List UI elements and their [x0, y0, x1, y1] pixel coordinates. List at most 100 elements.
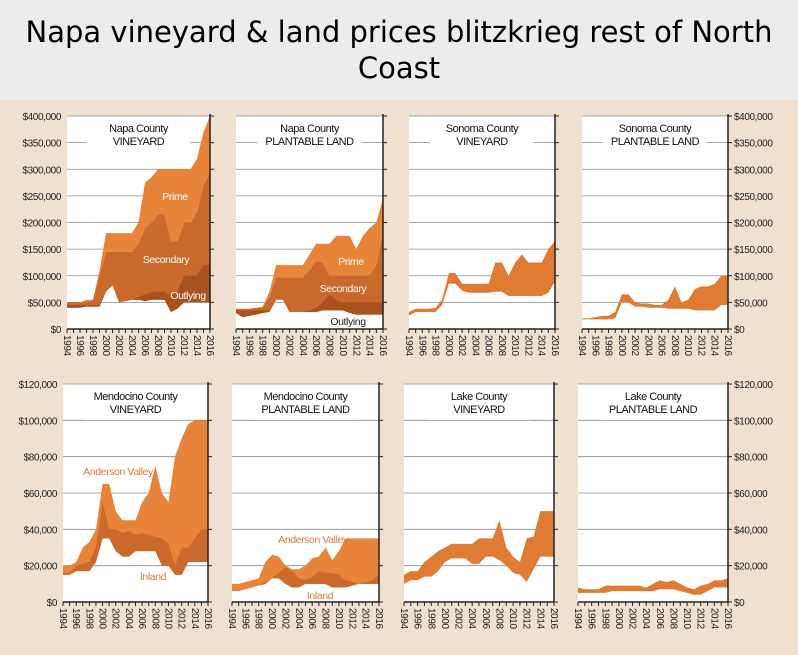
- x-tick-label: 2010: [162, 608, 173, 629]
- panel-title-line: PLANTABLE LAND: [261, 404, 350, 416]
- x-tick-label: 2002: [627, 608, 638, 629]
- x-tick-label: 2014: [191, 335, 202, 356]
- panel-title-line: Napa County: [280, 123, 340, 135]
- panel-title-line: Mendocino County: [264, 391, 349, 403]
- band-range: [404, 511, 554, 584]
- y-tick-label-left: $400,000: [22, 112, 61, 123]
- x-tick-label: 1996: [586, 608, 597, 629]
- panel-title-line: VINEYARD: [456, 136, 508, 148]
- x-tick-label: 2008: [320, 608, 331, 629]
- x-tick-label: 2012: [176, 608, 187, 629]
- x-tick-label: 1996: [239, 608, 250, 629]
- x-tick-label: 1994: [61, 335, 72, 356]
- x-tick-label: 2008: [669, 335, 680, 356]
- chart-title: Napa vineyard & land prices blitzkrieg r…: [25, 15, 773, 85]
- band-prime: [67, 116, 210, 303]
- x-tick-label: 1998: [253, 608, 264, 629]
- x-tick-label: 2006: [656, 335, 667, 356]
- y-tick-label-right: $400,000: [734, 112, 773, 123]
- panel-title-line: Sonoma County: [619, 123, 692, 135]
- x-tick-label: 2002: [453, 608, 464, 629]
- panel-title-line: PLANTABLE LAND: [265, 136, 354, 148]
- title-backdrop: [83, 390, 188, 420]
- panel-title-line: VINEYARD: [453, 404, 505, 416]
- title-bar: Napa vineyard & land prices blitzkrieg r…: [0, 0, 798, 100]
- x-tick-label: 2000: [266, 608, 277, 629]
- y-tick-label-left: $120,000: [18, 380, 57, 391]
- x-tick-label: 2008: [152, 335, 163, 356]
- x-tick-label: 1996: [243, 335, 254, 356]
- x-tick-label: 2006: [306, 608, 317, 629]
- y-tick-label-right: $60,000: [734, 489, 768, 500]
- series-label: Secondary: [320, 283, 368, 295]
- panel-title-line: Sonoma County: [446, 123, 519, 135]
- x-tick-label: 2014: [708, 608, 719, 629]
- x-tick-label: 2008: [493, 608, 504, 629]
- band-range: [582, 275, 728, 320]
- panel-title-line: PLANTABLE LAND: [609, 404, 698, 416]
- y-tick-label-left: $200,000: [22, 219, 61, 230]
- x-tick-label: 2012: [521, 608, 532, 629]
- x-tick-label: 1998: [425, 608, 436, 629]
- x-tick-label: 2016: [548, 608, 559, 629]
- x-tick-label: 2016: [549, 335, 560, 356]
- y-tick-label-right: $150,000: [734, 245, 773, 256]
- x-tick-label: 2002: [113, 335, 124, 356]
- x-tick-label: 1996: [412, 608, 423, 629]
- x-tick-label: 2006: [310, 335, 321, 356]
- title-backdrop: [430, 122, 534, 152]
- x-tick-label: 2002: [283, 335, 294, 356]
- x-tick-label: 1998: [430, 335, 441, 356]
- x-tick-label: 2008: [149, 608, 160, 629]
- band-secondary: [67, 171, 210, 312]
- x-tick-label: 1994: [226, 608, 237, 629]
- x-tick-label: 1996: [70, 608, 81, 629]
- y-tick-label-right: $350,000: [734, 139, 773, 150]
- x-tick-label: 2016: [202, 608, 213, 629]
- title-backdrop: [603, 122, 707, 152]
- x-tick-label: 2008: [324, 335, 335, 356]
- x-tick-label: 2006: [483, 335, 494, 356]
- x-tick-label: 2016: [722, 335, 733, 356]
- series-label: Prime: [338, 256, 364, 268]
- y-tick-label-left: $60,000: [24, 489, 58, 500]
- x-tick-label: 2010: [507, 608, 518, 629]
- x-tick-label: 2002: [279, 608, 290, 629]
- x-tick-label: 1996: [416, 335, 427, 356]
- y-tick-label-right: $0: [734, 325, 745, 336]
- x-tick-label: 2006: [139, 335, 150, 356]
- y-tick-label-right: $120,000: [734, 380, 773, 391]
- x-tick-label: 2016: [204, 335, 215, 356]
- x-tick-label: 2010: [165, 335, 176, 356]
- x-tick-label: 2010: [333, 608, 344, 629]
- x-tick-label: 2002: [456, 335, 467, 356]
- x-tick-label: 2014: [709, 335, 720, 356]
- band-outlying: [67, 265, 210, 312]
- band-range: [578, 578, 728, 595]
- y-tick-label-left: $50,000: [28, 298, 62, 309]
- x-tick-label: 1996: [74, 335, 85, 356]
- y-tick-label-right: $250,000: [734, 192, 773, 203]
- panel-title-line: VINEYARD: [113, 136, 165, 148]
- series-label: Anderson Valley: [83, 466, 154, 478]
- x-tick-label: 2000: [616, 335, 627, 356]
- x-tick-label: 2004: [466, 608, 477, 629]
- title-backdrop: [257, 122, 362, 152]
- y-tick-label-left: $100,000: [18, 416, 57, 427]
- x-tick-label: 2002: [629, 335, 640, 356]
- x-tick-label: 2014: [360, 608, 371, 629]
- x-tick-label: 2004: [642, 335, 653, 356]
- series-label: Anderson Valley: [278, 534, 349, 546]
- x-tick-label: 2006: [136, 608, 147, 629]
- x-tick-label: 2004: [640, 608, 651, 629]
- x-tick-label: 1998: [257, 335, 268, 356]
- x-tick-label: 2004: [293, 608, 304, 629]
- y-tick-label-left: $350,000: [22, 139, 61, 150]
- y-tick-label-left: $20,000: [24, 562, 58, 573]
- series-label: Inland: [140, 571, 167, 583]
- y-tick-label-right: $200,000: [734, 219, 773, 230]
